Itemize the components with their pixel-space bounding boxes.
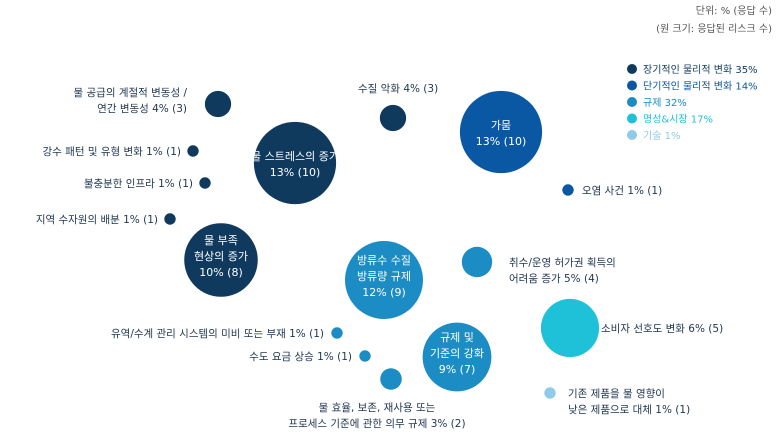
- legend-swatch-3: [627, 113, 637, 124]
- bubble-8: [562, 184, 574, 196]
- legend-label-4: 기술 1%: [643, 130, 680, 142]
- bubble-0: [253, 121, 337, 205]
- bubble-label-13: 유역/수계 관리 시스템의 미비 또는 부재 1% (1): [111, 328, 324, 340]
- bubble-label-15: 소비자 선호도 변화 6% (5): [601, 323, 723, 335]
- bubble-label-6: 지역 수자원의 배분 1% (1): [36, 214, 158, 226]
- bubble-label-2: 물 공급의 계절적 변동성 / 연간 변동성 4% (3): [74, 86, 188, 115]
- unit-note: 단위: % (응답 수): [696, 4, 772, 17]
- legend-swatch-0: [627, 64, 637, 74]
- bubble-label-5: 불충분한 인프라 1% (1): [84, 178, 193, 190]
- size-note: (원 크기: 응답된 리스크 수): [656, 23, 772, 35]
- legend-swatch-1: [627, 80, 637, 91]
- legend-label-1: 단기적인 물리적 변화 14%: [643, 81, 758, 93]
- bubble-6: [164, 213, 176, 225]
- legend-label-3: 명성&시장 17%: [643, 114, 713, 126]
- bubble-label-9: 방류수 수질 방류량 규제 12% (9): [357, 254, 411, 299]
- bubble-label-16: 기존 제품을 물 영향이 낮은 제품으로 대체 1% (1): [568, 388, 690, 416]
- legend-label-0: 장기적인 물리적 변화 35%: [643, 64, 758, 76]
- bubble-label-1: 물 부족 현상의 증가 10% (8): [194, 234, 248, 279]
- bubble-4: [187, 145, 199, 157]
- bubble-12: [380, 368, 402, 390]
- bubble-15: [540, 298, 600, 358]
- legend: 장기적인 물리적 변화 35% 단기적인 물리적 변화 14% 규제 32% 명성&시…: [627, 64, 758, 142]
- bubble-label-10: 규제 및 기준의 강화 9% (7): [430, 331, 484, 376]
- bubble-label-7: 가뭄 13% (10): [476, 119, 527, 148]
- bubble-9: [345, 241, 423, 319]
- bubble-label-4: 강수 패턴 및 유형 변화 1% (1): [43, 146, 182, 158]
- bubble-14: [359, 350, 371, 362]
- bubble-2: [204, 90, 232, 118]
- bubble-10: [422, 322, 492, 392]
- bubble-16: [544, 387, 556, 399]
- bubble-label-0: 물 스트레스의 증가 13% (10): [251, 150, 339, 179]
- bubble-13: [331, 327, 343, 339]
- bubble-label-12: 물 효율, 보존, 재사용 또는 프로세스 기준에 관한 의무 규제 3% (2): [288, 402, 465, 430]
- legend-label-2: 규제 32%: [643, 97, 687, 109]
- bubble-7: [459, 90, 543, 174]
- bubble-11: [461, 246, 493, 278]
- bubble-label-8: 오염 사건 1% (1): [582, 185, 662, 197]
- bubble-5: [199, 177, 211, 189]
- legend-swatch-2: [627, 97, 637, 107]
- bubble-1: [184, 223, 258, 297]
- bubble-label-11: 취수/운영 허가권 획득의 어려움 증가 5% (4): [509, 257, 616, 285]
- bubble-3: [379, 104, 407, 132]
- bubble-label-3: 수질 악화 4% (3): [358, 83, 438, 95]
- bubble-label-14: 수도 요금 상승 1% (1): [249, 351, 352, 363]
- legend-swatch-4: [627, 130, 637, 140]
- bubbles-group: 물 스트레스의 증가 13% (10) 물 부족 현상의 증가 10% (8) 물 공급의…: [36, 83, 723, 430]
